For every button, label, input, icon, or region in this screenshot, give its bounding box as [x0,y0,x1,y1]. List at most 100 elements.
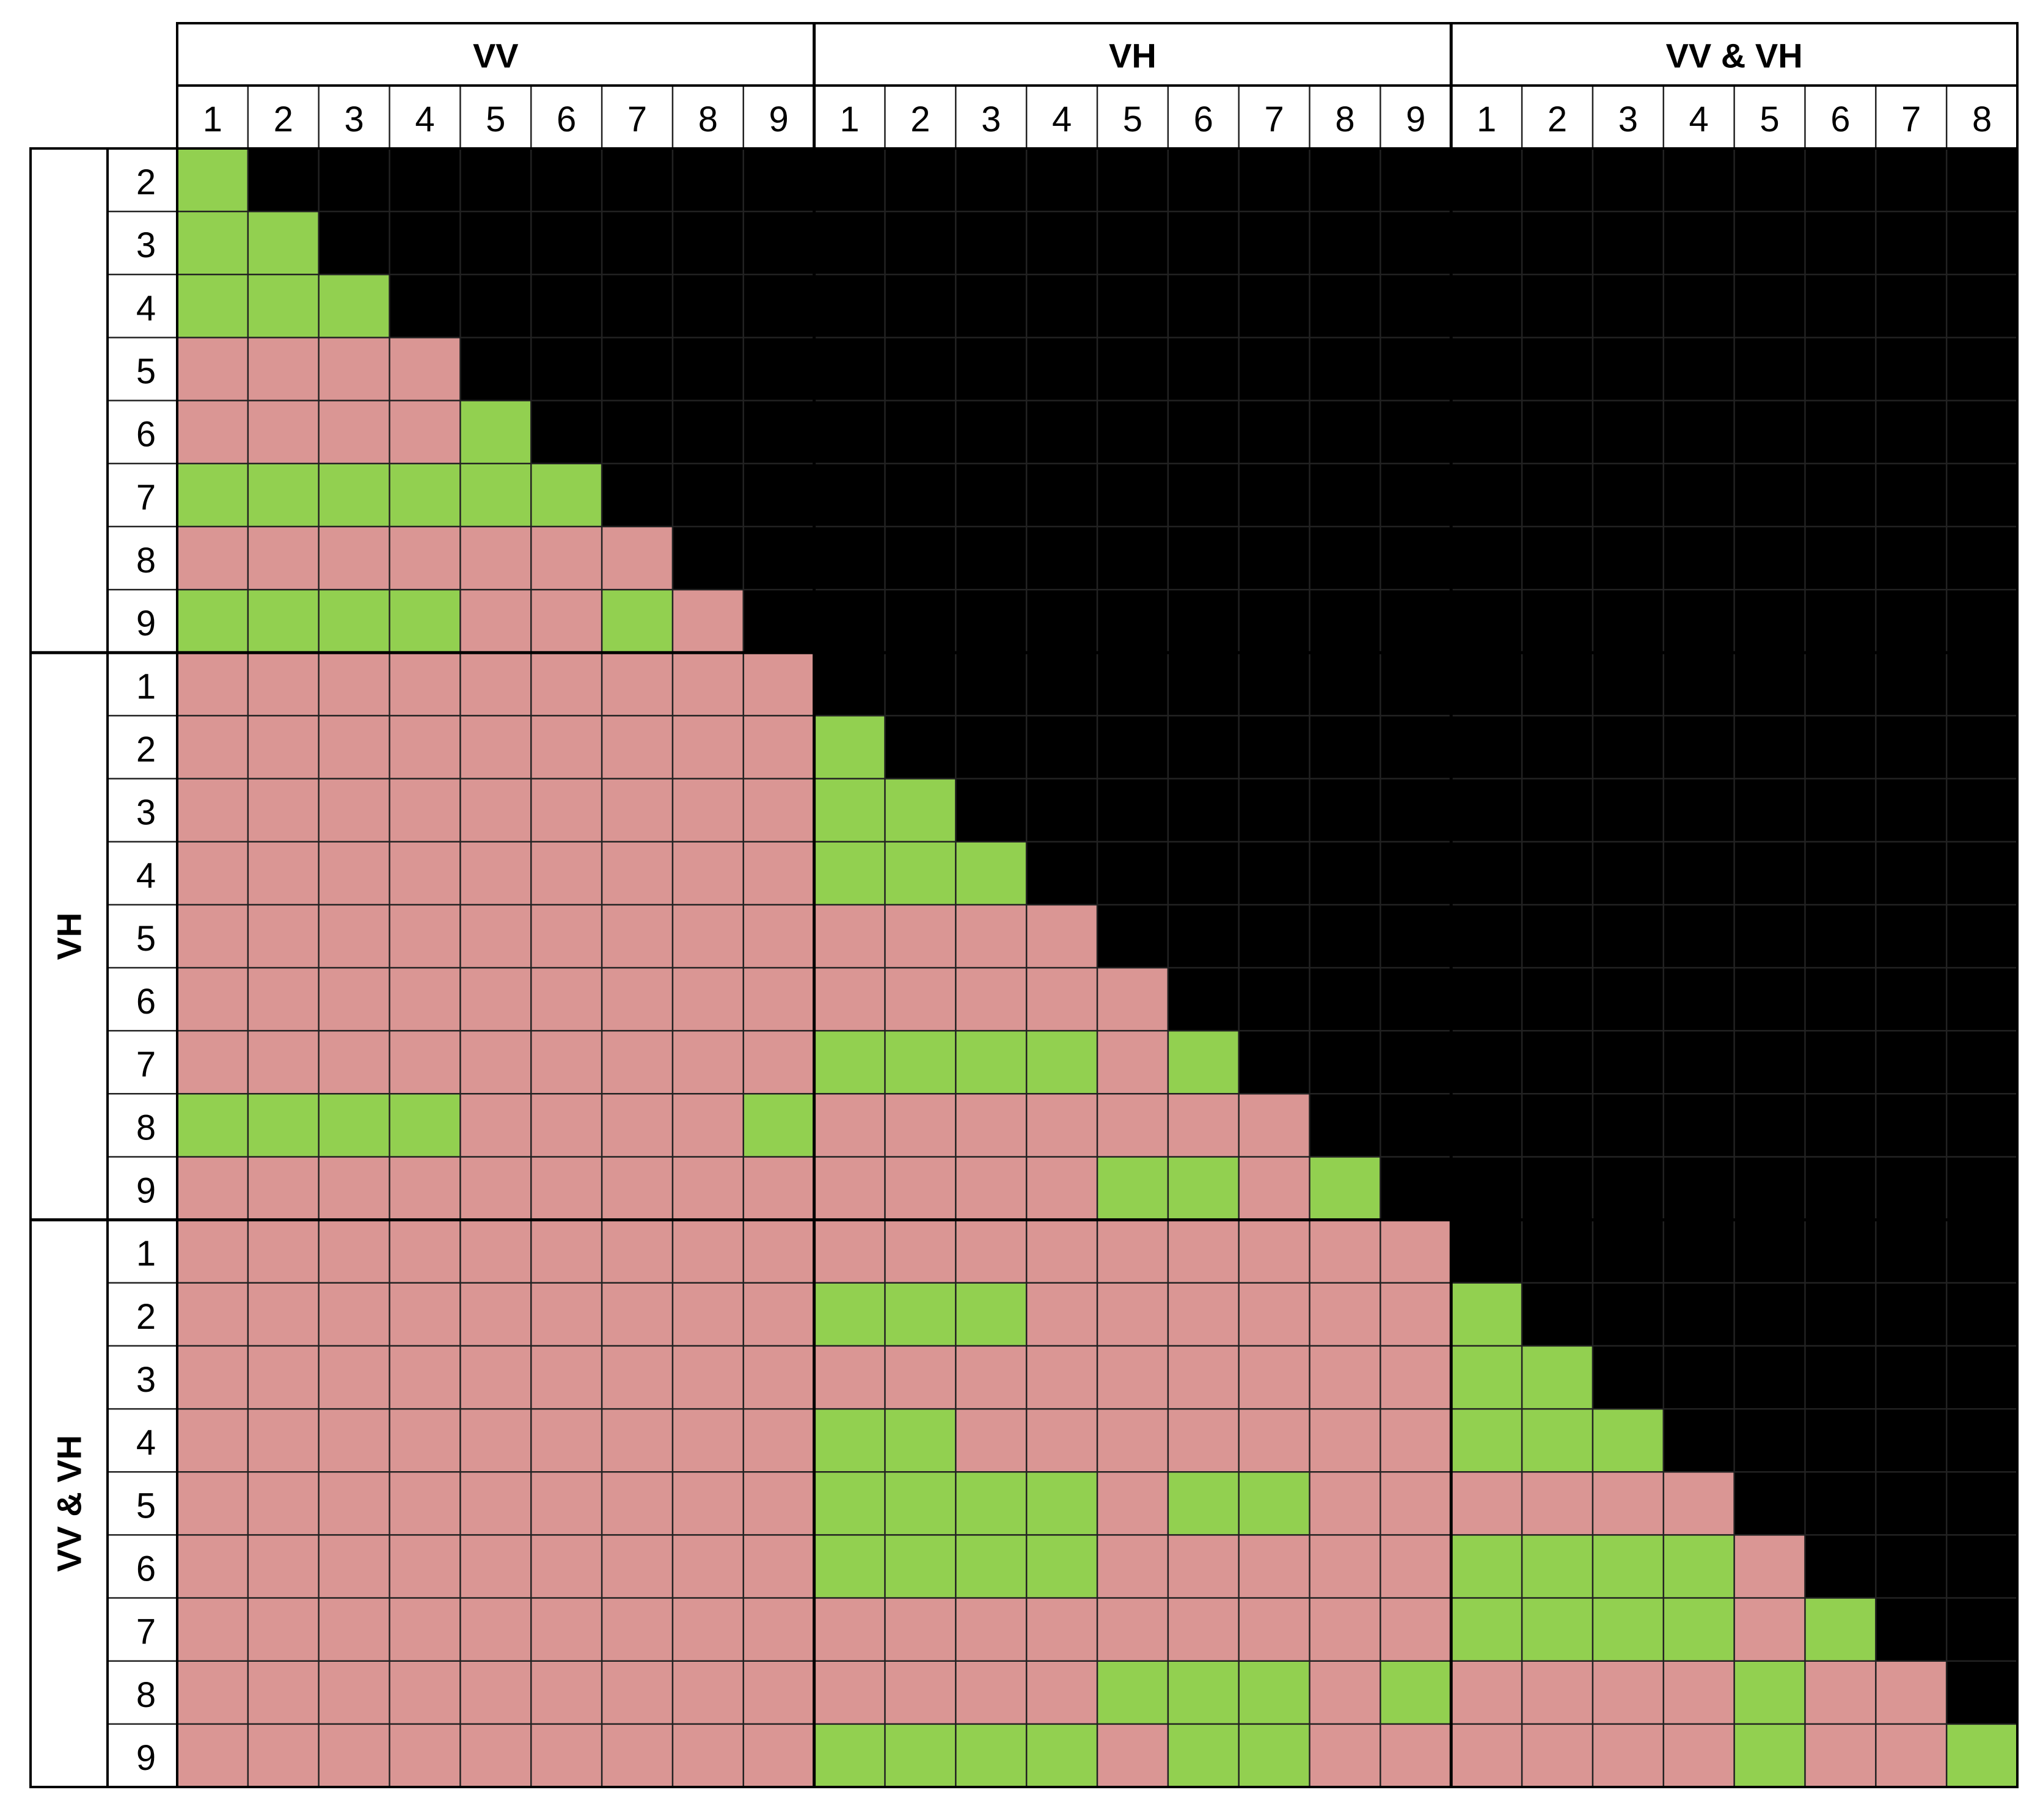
cell-r24-c10-red [814,1598,885,1661]
cell-r13-c12-red [956,904,1027,968]
cell-r7-c2-red [247,526,319,590]
cell-r19-c9-red [743,1282,814,1346]
cell-r18-c2-red [247,1219,319,1283]
cell-r21-c20-green [1522,1409,1593,1472]
column-tick-label: 1 [203,100,222,139]
cell-r18-c14-red [1097,1219,1168,1283]
cell-r24-c24-green [1805,1598,1876,1661]
cell-r25-c23-green [1734,1661,1805,1724]
cell-r18-c3-red [318,1219,390,1283]
cell-r22-c15-green [1168,1472,1239,1535]
cell-r25-c4-red [389,1661,461,1724]
cell-r25-c11-red [885,1661,956,1724]
cell-r2-c2-green [247,211,319,275]
cell-r23-c23-red [1734,1535,1805,1598]
cell-r17-c10-red [814,1157,885,1220]
cell-r22-c14-red [1097,1472,1168,1535]
cell-r22-c5-red [460,1472,532,1535]
row-tick-label: 8 [136,1675,156,1715]
cell-r23-c2-red [247,1535,319,1598]
row-tick-label: 7 [136,1612,156,1652]
cell-r26-c10-green [814,1723,885,1787]
cell-r26-c23-green [1734,1723,1805,1787]
cell-r14-c4-red [389,968,461,1031]
column-tick-label: 7 [1264,100,1284,139]
column-tick-label: 9 [769,100,789,139]
cell-r25-c14-green [1097,1661,1168,1724]
cell-r22-c4-red [389,1472,461,1535]
cell-r20-c11-red [885,1345,956,1409]
cell-r26-c22-red [1663,1723,1734,1787]
cell-r9-c7-red [602,652,673,716]
cell-r13-c7-red [602,904,673,968]
cell-r24-c2-red [247,1598,319,1661]
row-group-label: VH [50,913,89,960]
cell-r21-c10-green [814,1409,885,1472]
column-tick-label: 9 [1406,100,1425,139]
row-tick-label: 5 [136,1486,156,1526]
cell-r24-c8-red [672,1598,744,1661]
cell-r4-c4-red [389,337,461,401]
cell-r16-c11-red [885,1094,956,1157]
cell-r23-c22-green [1663,1535,1734,1598]
column-tick-label: 6 [557,100,576,139]
cell-r19-c19-green [1451,1282,1522,1346]
cell-r16-c3-green [318,1094,390,1157]
cell-r24-c13-red [1026,1598,1097,1661]
cell-r21-c14-red [1097,1409,1168,1472]
column-tick-label: 8 [1972,100,1992,139]
cell-r6-c5-green [460,463,532,527]
cell-r8-c3-green [318,590,390,653]
cell-r5-c5-green [460,400,532,464]
cell-r6-c2-green [247,463,319,527]
cell-r15-c5-red [460,1031,532,1094]
cell-r15-c9-red [743,1031,814,1094]
cell-r10-c3-red [318,715,390,779]
cell-r23-c16-red [1238,1535,1310,1598]
cell-r26-c6-red [531,1723,602,1787]
cell-r12-c9-red [743,841,814,905]
cell-r18-c12-red [956,1219,1027,1283]
cell-r14-c1-red [177,968,248,1031]
cell-r5-c4-red [389,400,461,464]
cell-r8-c5-red [460,590,532,653]
cell-r14-c11-red [885,968,956,1031]
cell-r17-c6-red [531,1157,602,1220]
cell-r10-c6-red [531,715,602,779]
cell-r24-c3-red [318,1598,390,1661]
cell-r14-c7-red [602,968,673,1031]
cell-r19-c17-red [1309,1282,1381,1346]
cell-r24-c14-red [1097,1598,1168,1661]
cell-r7-c1-red [177,526,248,590]
cell-r26-c21-red [1592,1723,1664,1787]
cell-r26-c19-red [1451,1723,1522,1787]
cell-r24-c9-red [743,1598,814,1661]
cell-r19-c12-green [956,1282,1027,1346]
cell-r22-c17-red [1309,1472,1381,1535]
column-group-label: VV [473,37,519,75]
cell-r6-c6-green [531,463,602,527]
cell-r24-c5-red [460,1598,532,1661]
cell-r23-c11-green [885,1535,956,1598]
cell-r6-c4-green [389,463,461,527]
cell-r8-c1-green [177,590,248,653]
cell-r4-c3-red [318,337,390,401]
cell-r22-c12-green [956,1472,1027,1535]
column-tick-label: 2 [274,100,293,139]
cell-r23-c12-green [956,1535,1027,1598]
cell-r16-c4-green [389,1094,461,1157]
column-tick-label: 5 [486,100,505,139]
cell-r23-c18-red [1380,1535,1452,1598]
column-tick-label: 3 [1618,100,1638,139]
cell-r21-c4-red [389,1409,461,1472]
cell-r24-c7-red [602,1598,673,1661]
column-tick-label: 4 [1052,100,1072,139]
cell-r16-c6-red [531,1094,602,1157]
row-tick-label: 1 [136,1234,156,1274]
cell-r24-c20-green [1522,1598,1593,1661]
cell-r13-c11-red [885,904,956,968]
cell-r17-c9-red [743,1157,814,1220]
cell-r22-c13-green [1026,1472,1097,1535]
cell-r23-c9-red [743,1535,814,1598]
cell-r25-c3-red [318,1661,390,1724]
